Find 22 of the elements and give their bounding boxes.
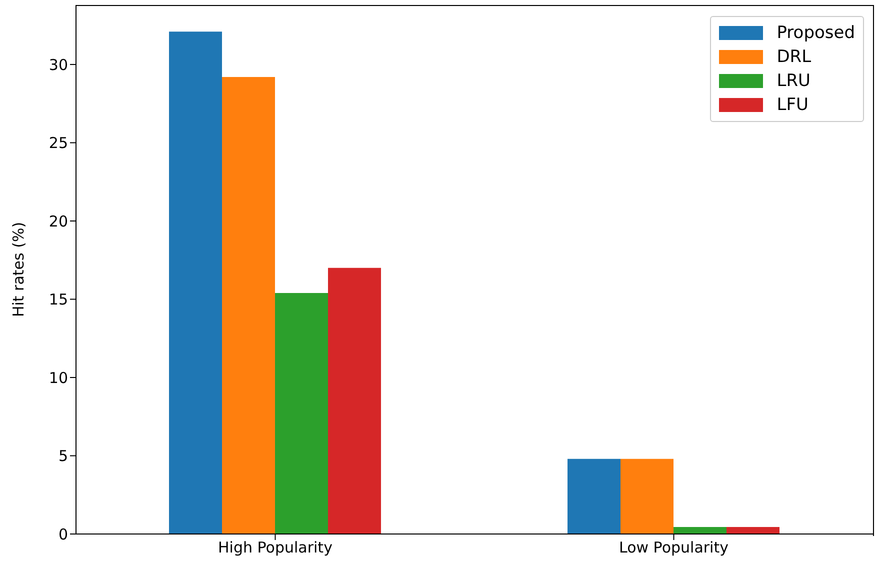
x-tick-label: Low Popularity [619,538,729,557]
y-tick-label: 30 [48,56,68,74]
y-tick-label: 15 [48,290,68,309]
bar [328,268,381,534]
legend-label: DRL [776,46,812,69]
legend-label: LFU [776,94,808,117]
legend-label: Proposed [776,22,855,45]
bar [674,526,726,534]
legend-label: LRU [776,70,810,93]
bar [169,32,222,534]
bar [222,76,275,534]
y-tick-label: 10 [48,368,68,387]
x-tick-label: High Popularity [218,538,333,557]
y-tick-label: 25 [48,134,68,152]
y-axis-title: Hit rates (%) [9,222,28,318]
y-tick-label: 20 [48,212,68,230]
y-tick-label: 5 [58,447,68,466]
bar [275,292,328,534]
bar [568,458,620,534]
bar [726,526,780,534]
bar [620,458,674,534]
y-tick-label: 0 [58,525,68,544]
